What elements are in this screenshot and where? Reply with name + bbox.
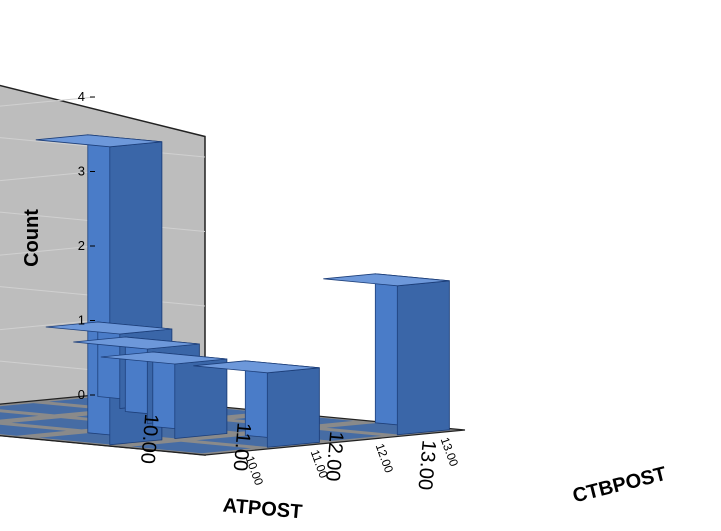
bar-top-face [323,273,450,287]
floor-cell [0,424,67,436]
z-tick-label: 12.00 [373,442,397,475]
x-tick-label: 12.00 [321,430,347,482]
y-tick-label: 3 [78,164,85,179]
bar [100,351,228,439]
gridline [0,245,206,307]
x-tick-label: 10.00 [136,413,162,465]
z-tick-label: 13.00 [438,435,462,468]
bar-side-face [266,367,320,448]
floor-cell [0,412,39,420]
y-tick-label: 4 [78,89,85,104]
chart-bars [35,134,450,448]
gridline [0,171,206,232]
y-tick-label: 0 [78,387,85,402]
floor-cell [131,441,252,454]
bar-top-face [193,360,320,374]
bar-top-face [73,336,200,350]
y-tick-label: 1 [78,313,85,328]
bar [323,273,450,436]
bar-top-face [100,351,227,365]
y-axis-label: Count [21,209,43,267]
x-tick-label: 11.00 [229,422,255,472]
z-axis-label: CTBPOST [571,463,669,507]
chart-gridlines [0,96,206,381]
bar-side-face [396,280,450,436]
y-tick-label: 2 [78,238,85,253]
x-axis-label: ATPOST [222,495,303,524]
bar-top-face [45,321,172,335]
bar [193,360,320,448]
bar-top-face [35,134,162,148]
gridline [0,96,206,158]
floor-cell [0,403,104,415]
x-tick-label: 13.00 [413,439,439,491]
bar-side-face [174,358,228,439]
gridline [0,320,206,381]
